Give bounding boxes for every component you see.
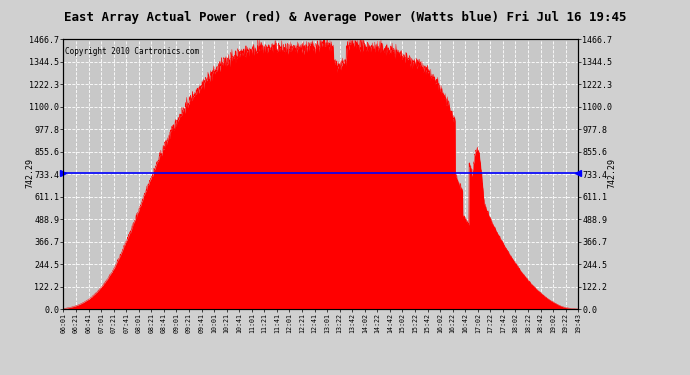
Text: 742.29: 742.29 <box>607 158 616 188</box>
Text: East Array Actual Power (red) & Average Power (Watts blue) Fri Jul 16 19:45: East Array Actual Power (red) & Average … <box>63 10 627 24</box>
Text: Copyright 2010 Cartronics.com: Copyright 2010 Cartronics.com <box>65 47 199 56</box>
Text: 742.29: 742.29 <box>26 158 34 188</box>
